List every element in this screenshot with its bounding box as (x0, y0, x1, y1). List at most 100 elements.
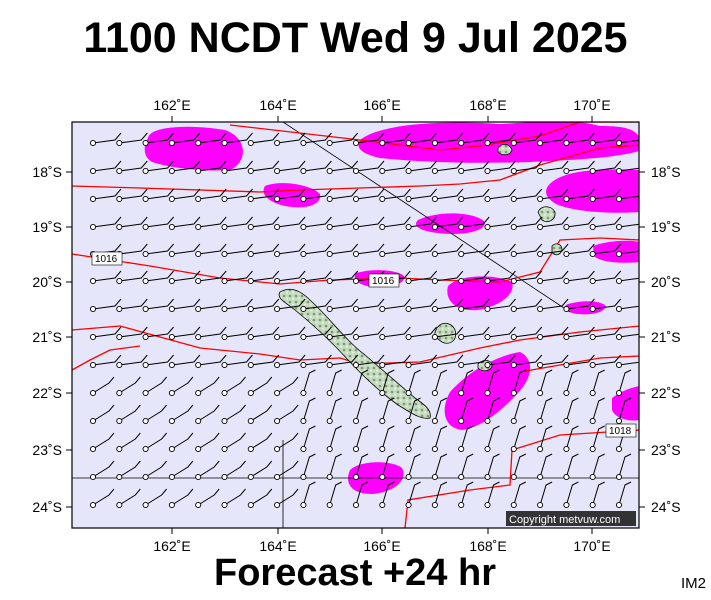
wind-barb-station (300, 223, 307, 231)
wind-barb (250, 188, 280, 200)
wind-barb (566, 132, 595, 144)
wind-barb (224, 354, 253, 366)
wind-barb-station (168, 389, 175, 397)
wind-barb-station (168, 277, 175, 285)
wind-barb (382, 243, 411, 255)
wind-barb (119, 488, 141, 506)
wind-barb (145, 404, 167, 422)
wind-barb-station (484, 223, 491, 231)
wind-barb-station (379, 473, 386, 481)
wind-barb-station (168, 473, 175, 481)
wind-barb (565, 369, 579, 394)
wind-barb-station (195, 473, 202, 481)
wind-barb-station (195, 277, 202, 285)
wind-barb-station (352, 139, 360, 147)
wind-barb (461, 216, 490, 228)
wind-barb-station (615, 361, 623, 369)
wind-barb-station (510, 223, 517, 231)
wind-barb-station (142, 139, 149, 147)
wind-barb-station (563, 250, 570, 258)
wind-barb-station (116, 361, 123, 369)
wind-barb-station (431, 361, 438, 369)
wind-barb (276, 404, 299, 422)
wind-barb (513, 481, 527, 506)
wind-barb (408, 160, 437, 172)
wind-barb (618, 277, 639, 282)
wind-barb (618, 453, 632, 478)
wind-barb-station (300, 389, 307, 397)
wind-barb (434, 132, 464, 144)
wind-barb (539, 369, 553, 394)
wind-barb-station (221, 139, 228, 147)
wind-barb-station (195, 445, 202, 453)
wind-barb (224, 488, 246, 506)
wind-barb-station (116, 305, 123, 313)
wind-barb (277, 188, 306, 200)
wind-barb-station (537, 139, 544, 147)
wind-barb (119, 404, 141, 422)
wind-barb (565, 481, 579, 506)
copyright-box (506, 511, 636, 526)
wind-barb-station (431, 501, 438, 509)
lat-ticks (66, 171, 645, 508)
wind-barb-station (89, 139, 97, 147)
wind-barb-station (195, 167, 202, 175)
wind-barb (224, 298, 253, 310)
isobar (72, 144, 639, 193)
wind-barb (540, 132, 569, 144)
wind-barb (513, 425, 527, 450)
rain-area (564, 301, 606, 315)
wind-barb-station (247, 167, 254, 175)
wind-barb (461, 160, 490, 172)
wind-barb (408, 354, 437, 366)
wind-barb-station (537, 417, 544, 425)
wind-barb-station (89, 473, 97, 481)
wind-barb-station (300, 195, 307, 203)
wind-barb-station (326, 389, 333, 397)
wind-barb (224, 270, 253, 282)
wind-barb-station (510, 333, 517, 341)
wind-barb-station (89, 277, 97, 285)
wind-barb (277, 132, 306, 144)
wind-barb-station (326, 250, 333, 258)
wind-barb (250, 243, 280, 255)
wind-barb-station (405, 277, 412, 285)
wind-barb (198, 298, 227, 310)
wind-barb-station (484, 333, 491, 341)
wind-barb (513, 397, 527, 422)
wind-barb-station (615, 417, 623, 425)
wind-barb-station (168, 417, 175, 425)
wind-barb-station (510, 417, 517, 425)
wind-barb-station (221, 277, 228, 285)
wind-barb-station (89, 417, 97, 425)
wind-barb-station (116, 167, 123, 175)
wind-barb-station (221, 333, 228, 341)
wind-barb-station (615, 501, 623, 509)
copyright-text: Copyright metvuw.com (509, 514, 620, 526)
wind-barb-station (247, 389, 254, 397)
wind-barb (408, 369, 421, 394)
wind-barb (355, 453, 369, 478)
wind-barb-station (116, 333, 123, 341)
wind-barb (434, 298, 464, 310)
wind-barb-station (274, 167, 281, 175)
wind-barb (355, 216, 385, 228)
wind-barb (277, 216, 306, 228)
wind-barb-station (484, 473, 491, 481)
wind-barb-station (563, 167, 570, 175)
wind-barb (355, 298, 385, 310)
wind-barb-station (379, 417, 386, 425)
wind-barb-station (142, 473, 149, 481)
wind-barb (487, 160, 516, 172)
wind-barb-station (142, 250, 149, 258)
wind-barb-station (589, 195, 596, 203)
wind-barb (460, 425, 474, 450)
wind-barb-station (274, 250, 281, 258)
wind-barb-station (510, 167, 517, 175)
wind-barb-station (484, 250, 491, 258)
wind-barb-station (510, 389, 517, 397)
wind-barb-station (458, 195, 465, 203)
wind-barb (434, 453, 448, 478)
wind-barb (171, 354, 201, 366)
wind-barb-station (326, 277, 333, 285)
